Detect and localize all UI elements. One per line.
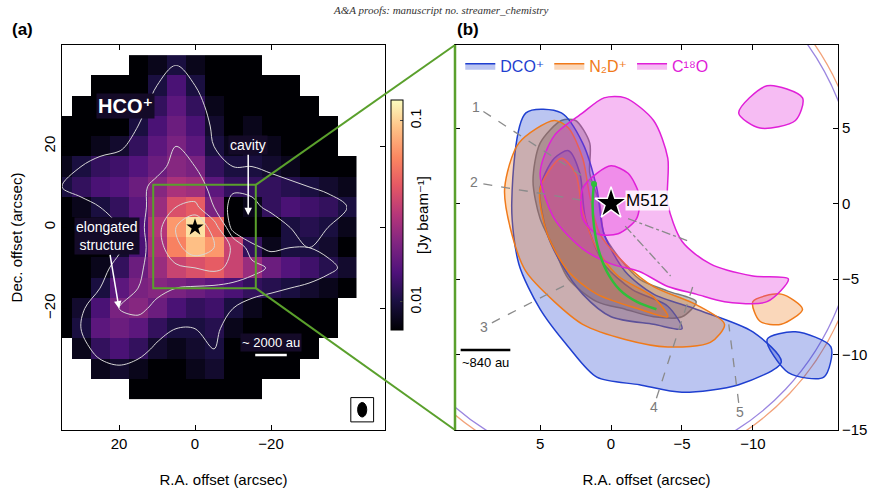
svg-text:4: 4 [650, 399, 658, 415]
svg-text:−20: −20 [41, 293, 58, 318]
svg-text:~ 2000 au: ~ 2000 au [242, 335, 300, 350]
svg-text:cavity: cavity [230, 137, 266, 153]
svg-text:R.A. offset (arcsec): R.A. offset (arcsec) [159, 471, 287, 488]
svg-text:0: 0 [191, 435, 199, 452]
svg-text:N₂D⁺: N₂D⁺ [589, 58, 627, 75]
svg-text:−10: −10 [740, 435, 765, 452]
svg-text:−20: −20 [258, 435, 283, 452]
svg-text:(b): (b) [457, 20, 479, 39]
svg-text:20: 20 [111, 435, 128, 452]
svg-text:−5: −5 [842, 270, 859, 287]
svg-text:HCO⁺: HCO⁺ [98, 95, 153, 117]
svg-text:~840 au: ~840 au [462, 355, 509, 370]
svg-text:A&A proofs: manuscript no. str: A&A proofs: manuscript no. streamer_chem… [333, 4, 548, 16]
svg-text:M512: M512 [626, 191, 669, 210]
svg-text:5: 5 [536, 435, 544, 452]
svg-text:5: 5 [842, 119, 850, 136]
svg-text:(a): (a) [12, 20, 33, 39]
svg-text:−15: −15 [842, 421, 867, 438]
svg-text:−10: −10 [842, 346, 867, 363]
svg-text:R.A. offset (arcsec): R.A. offset (arcsec) [582, 471, 710, 488]
svg-text:0: 0 [41, 221, 58, 229]
svg-text:0.1: 0.1 [408, 109, 424, 129]
svg-text:2: 2 [470, 174, 478, 190]
svg-text:0: 0 [842, 195, 850, 212]
svg-text:0.01: 0.01 [408, 286, 424, 313]
svg-text:DCO⁺: DCO⁺ [500, 58, 544, 75]
svg-text:0: 0 [607, 435, 615, 452]
svg-text:[Jy beam⁻¹]: [Jy beam⁻¹] [414, 176, 431, 254]
svg-text:5: 5 [736, 404, 744, 420]
svg-text:C¹⁸O: C¹⁸O [672, 58, 708, 75]
svg-text:20: 20 [41, 136, 58, 153]
svg-text:elongatedstructure: elongatedstructure [76, 219, 138, 253]
svg-text:−5: −5 [673, 435, 690, 452]
svg-text:Dec. offset (arcsec): Dec. offset (arcsec) [8, 173, 25, 303]
svg-text:1: 1 [472, 99, 480, 115]
svg-text:3: 3 [480, 319, 488, 335]
